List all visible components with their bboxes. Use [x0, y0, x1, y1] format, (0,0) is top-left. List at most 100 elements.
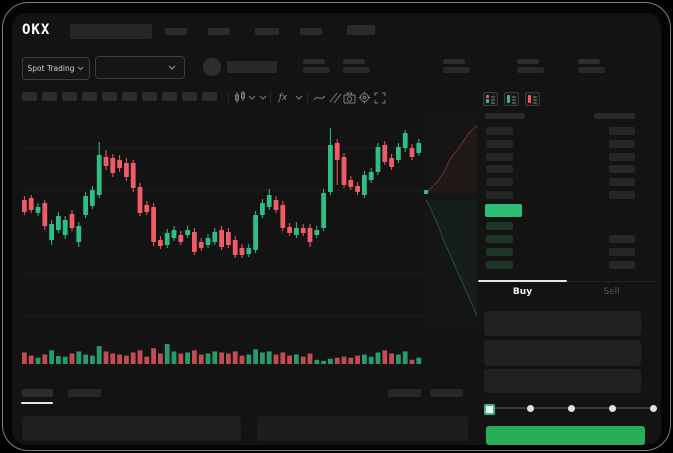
toolbar-divider — [270, 92, 271, 103]
last-price-badge[interactable] — [485, 204, 522, 217]
book-both-icon[interactable] — [483, 92, 498, 106]
orderbook-price-header-skeleton — [485, 113, 525, 119]
timeframe-button-skeleton[interactable] — [162, 92, 177, 101]
fx-label: ƒx — [278, 92, 288, 103]
chevron-down-icon — [168, 65, 176, 70]
timeframe-button-skeleton[interactable] — [82, 92, 97, 101]
chevron-down-icon — [78, 66, 84, 71]
timeframe-button-skeleton[interactable] — [62, 92, 77, 101]
nav-item-skeleton[interactable] — [347, 25, 375, 35]
bid-amount-skeleton — [609, 261, 635, 269]
tabs-divider — [478, 281, 656, 282]
okx-logo[interactable]: OKX — [22, 22, 51, 38]
timeframe-button-skeleton[interactable] — [182, 92, 197, 101]
bottom-tab-skeleton[interactable] — [68, 389, 101, 397]
fullscreen-icon[interactable] — [373, 91, 387, 104]
orderbook-ask-row[interactable] — [478, 153, 656, 161]
slider-step-dot[interactable] — [608, 405, 616, 412]
orderbook-ask-row[interactable] — [478, 140, 656, 148]
orderbook-bid-row[interactable] — [478, 261, 656, 269]
draw-tools-icon[interactable] — [327, 91, 341, 104]
chevron-down-icon[interactable] — [247, 91, 256, 104]
slider-handle[interactable] — [483, 404, 495, 415]
toolbar-divider — [307, 92, 308, 103]
amount-input-skeleton[interactable] — [484, 340, 641, 366]
timeframe-button-skeleton[interactable] — [42, 92, 57, 101]
book-asks-icon[interactable] — [525, 92, 540, 106]
pair-name-skeleton — [227, 61, 277, 73]
ticker-stat-skeleton — [578, 59, 600, 64]
buy-tab-indicator — [478, 280, 567, 282]
slider-step-dot[interactable] — [649, 405, 657, 412]
bottom-tab-skeleton[interactable] — [22, 389, 53, 397]
price-input-skeleton[interactable] — [484, 311, 641, 336]
orderbook-amount-header-skeleton — [594, 113, 635, 119]
search-bar-skeleton[interactable] — [70, 24, 152, 39]
tab-buy[interactable]: Buy — [512, 287, 533, 297]
book-bids-icon[interactable] — [504, 92, 519, 106]
slider-step-dot[interactable] — [567, 405, 575, 412]
bid-price-skeleton — [486, 222, 513, 230]
timeframe-button-skeleton[interactable] — [22, 92, 37, 101]
ask-price-skeleton — [486, 127, 513, 135]
bid-price-skeleton — [486, 235, 513, 243]
ask-amount-skeleton — [609, 127, 635, 135]
orderbook-bid-row[interactable] — [478, 248, 656, 256]
settings-icon[interactable] — [357, 91, 371, 104]
ticker-stat-skeleton — [343, 67, 370, 73]
ticker-stat-skeleton — [578, 67, 605, 73]
bottom-filter-skeleton[interactable] — [430, 389, 463, 397]
buy-submit-button[interactable] — [486, 426, 645, 445]
coin-avatar — [203, 58, 221, 76]
indicators-fx-icon[interactable]: ƒx — [275, 91, 291, 104]
market-mode-selector[interactable]: Spot Trading — [22, 57, 90, 80]
timeframe-button-skeleton[interactable] — [102, 92, 117, 101]
camera-icon[interactable] — [342, 91, 356, 104]
orderbook-ask-row[interactable] — [478, 165, 656, 173]
ticker-stat-skeleton — [303, 67, 330, 73]
line-style-icon[interactable] — [312, 91, 326, 104]
tab-sell[interactable]: Sell — [603, 287, 620, 297]
ticker-stat-skeleton — [443, 67, 470, 73]
bid-amount-skeleton — [609, 248, 635, 256]
ask-price-skeleton — [486, 140, 513, 148]
bid-amount-skeleton — [609, 235, 635, 243]
interval-chevron-icon[interactable] — [258, 91, 267, 104]
slider-step-dot[interactable] — [526, 405, 534, 412]
ask-amount-skeleton — [609, 153, 635, 161]
toolbar-divider — [228, 92, 229, 103]
timeframe-button-skeleton[interactable] — [122, 92, 137, 101]
ask-price-skeleton — [486, 191, 513, 199]
orderbook-ask-row[interactable] — [478, 191, 656, 199]
ask-amount-skeleton — [609, 178, 635, 186]
nav-item-skeleton[interactable] — [255, 28, 279, 35]
timeframe-button-skeleton[interactable] — [142, 92, 157, 101]
bottom-filter-skeleton[interactable] — [388, 389, 421, 397]
nav-item-skeleton[interactable] — [300, 28, 322, 35]
orderbook-ask-row[interactable] — [478, 178, 656, 186]
orderbook-bid-row[interactable] — [478, 222, 656, 230]
indicator-chevron-icon[interactable] — [294, 91, 303, 104]
nav-item-skeleton[interactable] — [165, 28, 187, 35]
market-mode-label: Spot Trading — [27, 64, 75, 73]
nav-item-skeleton[interactable] — [208, 28, 230, 35]
candle-style-icon[interactable] — [233, 91, 247, 104]
bottom-panel-skeleton — [22, 416, 241, 441]
ask-amount-skeleton — [609, 140, 635, 148]
ticker-stat-skeleton — [343, 59, 365, 64]
pair-dropdown[interactable] — [95, 56, 185, 79]
timeframe-button-skeleton[interactable] — [202, 92, 217, 101]
active-tab-indicator — [21, 402, 53, 404]
orderbook-ask-row[interactable] — [478, 127, 656, 135]
candlestick-chart[interactable] — [20, 110, 480, 368]
ticker-stat-skeleton — [303, 59, 325, 64]
ticker-stat-skeleton — [517, 59, 539, 64]
ask-price-skeleton — [486, 178, 513, 186]
ask-price-skeleton — [486, 153, 513, 161]
total-input-skeleton[interactable] — [484, 369, 641, 393]
ticker-stat-skeleton — [517, 67, 544, 73]
bottom-panel-skeleton — [257, 416, 468, 441]
bid-price-skeleton — [486, 248, 513, 256]
orderbook-bid-row[interactable] — [478, 235, 656, 243]
